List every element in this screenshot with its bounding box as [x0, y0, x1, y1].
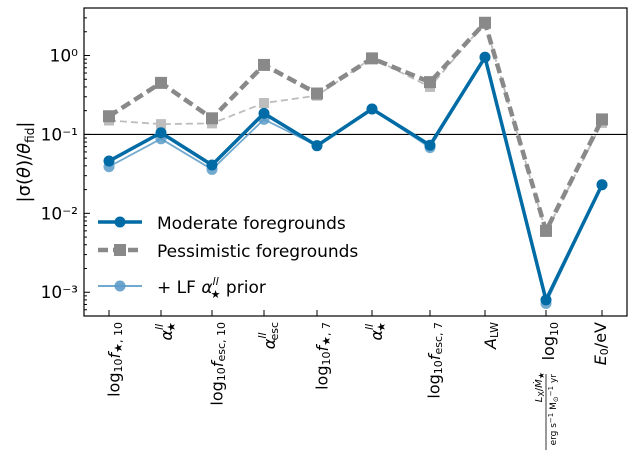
- x-tick-label-alpha-star-ll-2: αll★: [363, 322, 388, 341]
- series-1-point-5: [366, 52, 378, 65]
- series-0-point-8: [540, 294, 552, 306]
- series-1-point-0: [103, 110, 115, 123]
- series-1-point-2: [206, 112, 218, 125]
- y-tick-label: 10⁻²: [41, 204, 78, 224]
- y-axis-label-group: |σ(θ)/θfid|: [14, 122, 37, 203]
- series-line-1: [107, 20, 605, 234]
- series-0-point-5: [366, 103, 378, 115]
- x-tick-label-alpha-esc-ll: αllesc: [256, 322, 281, 349]
- x-tick-label-log10-lx-mdot: log10 LX/Ṁ★ erg s−1 M⊙−1 yr: [532, 322, 561, 450]
- series-0-point-1: [155, 127, 167, 139]
- legend: Moderate foregrounds Pessimistic foregro…: [98, 214, 358, 301]
- x-tick-labels: log10f★, 10 αll★ log10fesc, 10 αllesc lo…: [105, 322, 611, 450]
- series-line-0: [108, 55, 604, 302]
- series-1-point-6: [424, 76, 436, 89]
- x-tick-label-e0-ev: E0/eV: [591, 322, 611, 365]
- plot-area: 10⁻³ 10⁻² 10⁻¹ 10⁰: [41, 7, 627, 317]
- series-line-2: [108, 56, 603, 305]
- series-0-point-7: [479, 51, 491, 63]
- y-tick-label: 10⁻¹: [41, 125, 78, 145]
- series-0-point-6: [424, 139, 436, 151]
- svg-text:LX/Ṁ★: LX/Ṁ★: [532, 372, 546, 402]
- series-1-point-3: [258, 58, 270, 71]
- x-tick-label-log10-fesc-7: log10fesc, 7: [425, 322, 445, 399]
- x-tick-label-log10-fesc-10: log10fesc, 10: [208, 322, 228, 406]
- svg-text:log10: log10: [539, 322, 561, 360]
- y-tick-label: 10⁻³: [41, 283, 78, 303]
- y-axis-label: |σ(θ)/θfid|: [14, 122, 37, 203]
- x-tick-label-log10-fstar-10: log10f★, 10: [105, 322, 125, 397]
- plot-frame: [83, 7, 628, 317]
- series-3-point-3: [259, 98, 269, 109]
- series-line-3: [108, 21, 603, 233]
- series-1-point-4: [311, 87, 323, 100]
- svg-text:erg s−1 M⊙−1 yr: erg s−1 M⊙−1 yr: [547, 374, 560, 446]
- series-0-point-4: [311, 140, 323, 152]
- x-tick-label-log10-fstar-7: log10f★, 7: [313, 322, 333, 390]
- legend-label-pessimistic: Pessimistic foregrounds: [157, 242, 358, 262]
- series-0-point-3: [258, 107, 270, 119]
- series-0-point-2: [206, 159, 218, 171]
- series-0-point-9: [596, 179, 608, 191]
- series-1-point-1: [155, 76, 167, 89]
- series-1-point-7: [479, 16, 491, 29]
- x-tick-label-a-lw: ALW: [481, 322, 501, 350]
- series-1-point-8: [540, 224, 552, 237]
- series-3-point-1: [156, 119, 166, 130]
- series-1-point-9: [596, 113, 608, 126]
- x-tick-label-alpha-star-ll: αll★: [153, 322, 178, 341]
- legend-label-moderate: Moderate foregrounds: [157, 214, 346, 234]
- y-tick-label: 10⁰: [50, 47, 79, 67]
- series-0-point-0: [103, 155, 115, 167]
- legend-label-lf-prior: + LF αll ★ prior: [157, 275, 266, 301]
